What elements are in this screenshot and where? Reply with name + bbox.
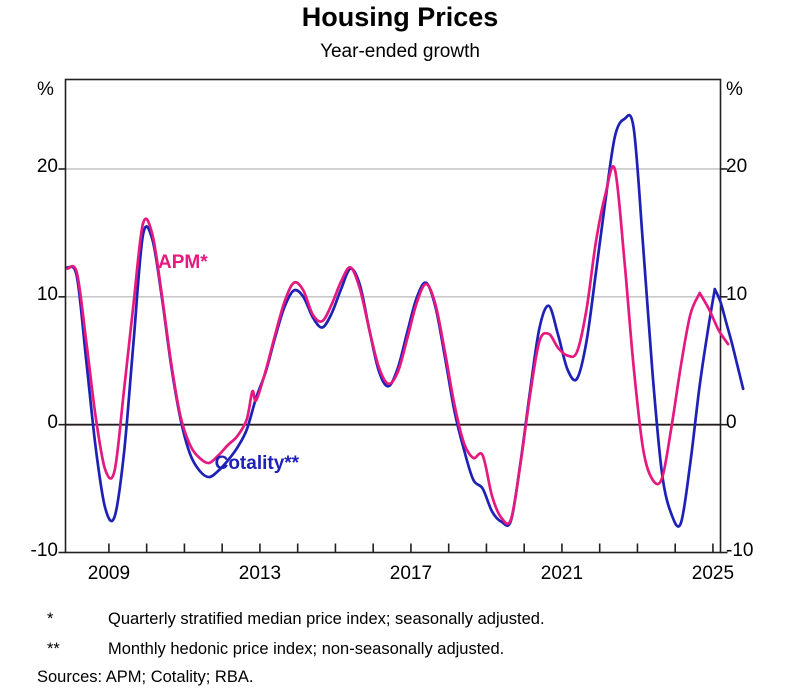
y-axis-label: -10 xyxy=(726,539,754,561)
series-line-cotality-tail xyxy=(713,287,745,391)
series-label-apm: APM* xyxy=(157,252,208,274)
y-axis-label: 0 xyxy=(47,411,58,433)
series-label-cotality: Cotality** xyxy=(214,452,300,474)
series-line-apm xyxy=(66,165,702,526)
y-axis-label: 0 xyxy=(726,411,737,433)
plot-frame xyxy=(64,78,722,554)
y-axis-unit-right: % xyxy=(726,79,743,100)
chart-subtitle: Year-ended growth xyxy=(320,41,480,62)
y-axis-label: 10 xyxy=(726,283,748,305)
y-axis-label: 20 xyxy=(726,155,748,177)
page-title: Housing Prices xyxy=(301,2,499,32)
y-axis-unit-left: % xyxy=(37,79,54,100)
footnotes: * Quarterly stratified median price inde… xyxy=(0,604,800,664)
footnote-text: Quarterly stratified median price index;… xyxy=(108,610,545,628)
x-axis-label: 2017 xyxy=(389,562,433,584)
footnote-1: ** Monthly hedonic price index; non-seas… xyxy=(0,634,800,664)
x-axis-label: 2021 xyxy=(540,562,584,584)
series-line-apm-tail xyxy=(698,291,730,346)
y-axis-label: 10 xyxy=(36,283,58,305)
footnote-marker: * xyxy=(47,610,54,628)
footnote-0: * Quarterly stratified median price inde… xyxy=(0,604,800,634)
x-axis-label: 2025 xyxy=(691,562,735,584)
y-axis-label: 20 xyxy=(36,155,58,177)
footnote-text: Monthly hedonic price index; non-seasona… xyxy=(108,640,505,658)
sources-line: Sources: APM; Cotality; RBA. xyxy=(37,668,254,686)
y-axis-label: -10 xyxy=(30,539,58,561)
x-axis-label: 2009 xyxy=(87,562,131,584)
footnote-marker: ** xyxy=(47,640,60,658)
x-axis-label: 2013 xyxy=(238,562,282,584)
